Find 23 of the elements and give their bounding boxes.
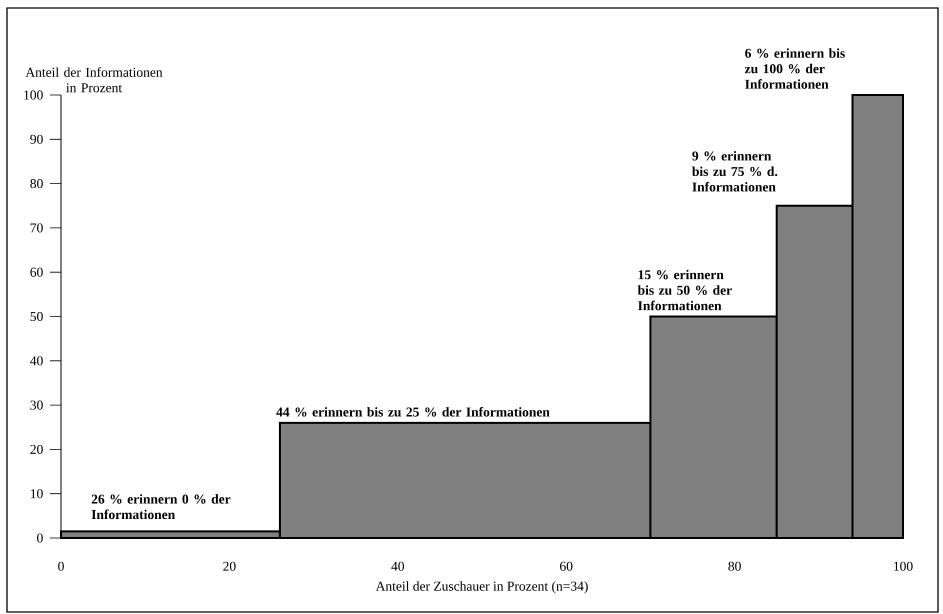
x-tick-label: 40 — [391, 562, 404, 571]
annotation: 9 % erinnern bis zu 75 % d. Informationen — [692, 151, 778, 192]
y-tick-label: 70 — [30, 223, 43, 232]
y-tick-label: 60 — [30, 268, 43, 277]
y-tick-label: 0 — [37, 533, 43, 543]
x-tick-label: 0 — [58, 562, 64, 571]
x-tick-label: 100 — [894, 562, 913, 571]
annotation: 26 % erinnern 0 % der Informationen — [92, 494, 230, 520]
y-tick-label: 10 — [30, 489, 43, 498]
y-tick-label: 30 — [30, 400, 43, 410]
y-tick-label: 40 — [30, 356, 43, 366]
y-tick-label: 50 — [30, 312, 43, 322]
x-tick-label: 60 — [560, 562, 572, 571]
y-tick-label: 90 — [30, 134, 43, 144]
y-tick-label: 80 — [30, 179, 43, 188]
annotation: 15 % erinnern bis zu 50 % der Informationen — [638, 270, 732, 310]
y-tick-label: 100 — [24, 90, 43, 100]
x-tick-label: 20 — [223, 562, 236, 571]
y-tick-label: 20 — [30, 444, 43, 454]
annotation: 6 % erinnern bis zu 100 % der Informationen — [744, 48, 845, 89]
x-axis-title: Anteil der Zuschauer in Prozent (n=34) — [376, 581, 588, 594]
x-tick-label: 80 — [728, 562, 741, 571]
annotation: 44 % erinnern bis zu 25 % der Informationen — [276, 406, 550, 417]
